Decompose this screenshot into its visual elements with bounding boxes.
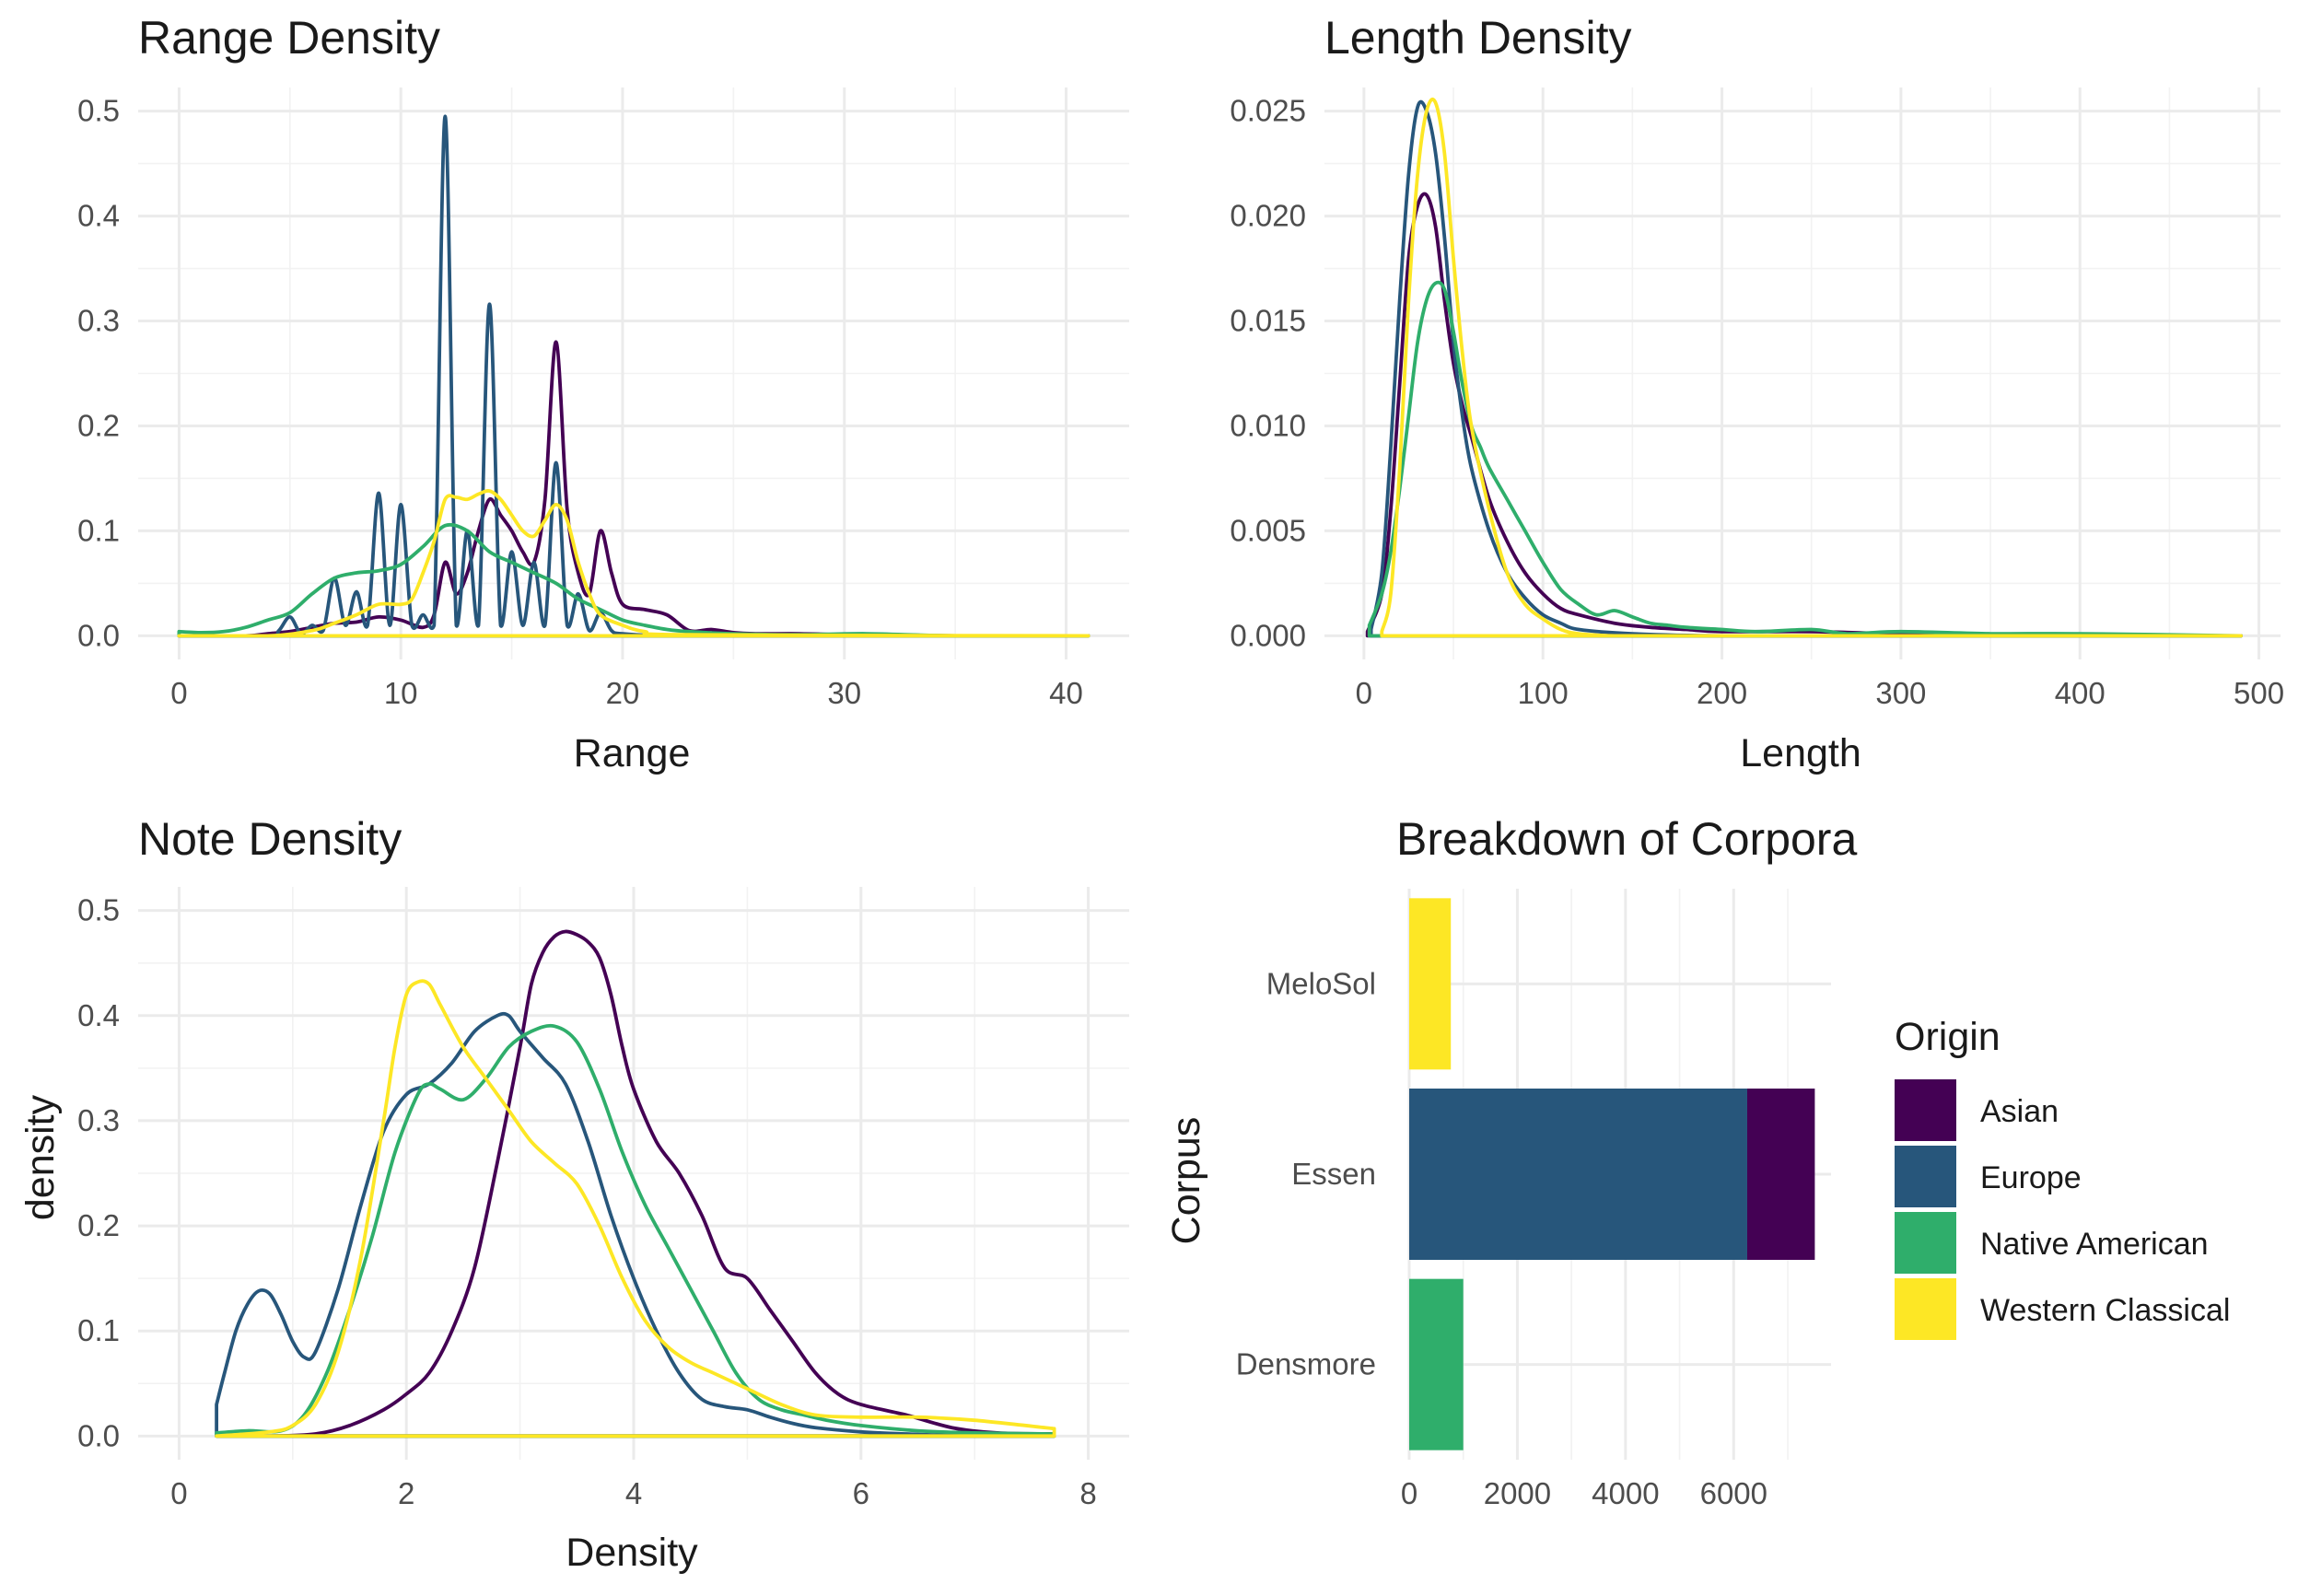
length-density-curve-native-american (1367, 280, 2243, 638)
corpora-breakdown-panel: Breakdown of Corpora 0 2000 4000 6000 MeloS… (1164, 813, 1857, 1510)
length-density-panel: Length Density 0 100 200 300 400 500 0.0000.0… (1230, 12, 2284, 775)
legend-title: Origin (1895, 1015, 2001, 1059)
legend-swatch-asian (1895, 1079, 1956, 1141)
x-tick-label: 4000 (1592, 1476, 1659, 1510)
category-label-densmore: Densmore (1236, 1347, 1376, 1381)
range-density-series (177, 114, 1091, 638)
legend-label-western-classical: Western Classical (1980, 1293, 2230, 1328)
note-density-y-ticks: 0.0 0.1 0.2 0.3 0.4 0.5 (77, 893, 120, 1453)
x-tick-label: 300 (1875, 676, 1926, 710)
range-density-x-ticks: 0 10 20 30 40 (170, 676, 1083, 710)
legend-swatch-europe (1895, 1146, 1956, 1207)
y-tick-label: 0.025 (1230, 94, 1306, 128)
range-density-curve-western-classical (177, 489, 1091, 638)
x-tick-label: 2000 (1484, 1476, 1551, 1510)
x-tick-label: 10 (384, 676, 418, 710)
y-tick-label: 0.3 (77, 304, 120, 338)
y-tick-label: 0.2 (77, 1208, 120, 1242)
x-tick-label: 20 (606, 676, 640, 710)
y-tick-label: 0.1 (77, 513, 120, 547)
x-tick-label: 0 (170, 676, 187, 710)
x-tick-label: 40 (1049, 676, 1083, 710)
x-tick-label: 8 (1079, 1476, 1096, 1510)
y-tick-label: 0.0 (77, 618, 120, 652)
x-tick-label: 0 (1401, 1476, 1417, 1510)
length-density-title: Length Density (1324, 12, 1632, 64)
y-tick-label: 0.010 (1230, 408, 1306, 442)
legend-entries: Asian Europe Native American Western Classi… (1895, 1079, 2230, 1340)
corpora-breakdown-bars (1409, 898, 1815, 1450)
length-density-series (1365, 98, 2243, 638)
x-tick-label: 200 (1697, 676, 1747, 710)
legend-label-europe: Europe (1980, 1160, 2082, 1195)
note-density-grid (138, 887, 1129, 1460)
category-label-essen: Essen (1291, 1157, 1376, 1191)
x-tick-label: 30 (827, 676, 861, 710)
origin-legend: Origin Asian Europe Native American Western… (1895, 1015, 2230, 1340)
x-tick-label: 6 (853, 1476, 869, 1510)
note-density-title: Note Density (138, 813, 402, 865)
range-density-title: Range Density (138, 12, 440, 64)
bar-essen-europe (1409, 1089, 1747, 1260)
x-tick-label: 0 (170, 1476, 187, 1510)
x-tick-label: 6000 (1700, 1476, 1767, 1510)
bar-essen-asian (1746, 1089, 1815, 1260)
legend-label-asian: Asian (1980, 1094, 2059, 1129)
note-density-curve-europe (215, 1011, 1056, 1439)
y-tick-label: 0.000 (1230, 618, 1306, 652)
corpora-breakdown-category-labels: MeloSol Essen Densmore (1236, 966, 1376, 1380)
note-density-curve-asian (215, 929, 1056, 1439)
length-density-x-label: Length (1740, 731, 1861, 775)
range-density-grid (138, 87, 1129, 659)
y-tick-label: 0.020 (1230, 199, 1306, 233)
x-tick-label: 2 (398, 1476, 414, 1510)
corpora-breakdown-x-ticks: 0 2000 4000 6000 (1401, 1476, 1767, 1510)
y-tick-label: 0.4 (77, 199, 120, 233)
y-tick-label: 0.4 (77, 998, 120, 1032)
range-density-curve-europe (177, 114, 1091, 638)
x-tick-label: 0 (1356, 676, 1372, 710)
length-density-y-ticks: 0.000 0.005 0.010 0.015 0.020 0.025 (1230, 94, 1306, 653)
legend-swatch-western-classical (1895, 1278, 1956, 1340)
x-tick-label: 100 (1518, 676, 1569, 710)
range-density-curve-native-american (177, 522, 1091, 638)
length-density-curve-western-classical (1380, 98, 2243, 638)
x-tick-label: 500 (2234, 676, 2284, 710)
y-tick-label: 0.1 (77, 1313, 120, 1347)
note-density-x-ticks: 0 2 4 6 8 (170, 1476, 1097, 1510)
y-tick-label: 0.2 (77, 408, 120, 442)
note-density-panel: Note Density 0 2 4 6 8 0.0 0.1 0.2 0.3 0.4 0.5 De… (18, 813, 1129, 1575)
note-density-series (215, 929, 1056, 1439)
length-density-x-ticks: 0 100 200 300 400 500 (1356, 676, 2284, 710)
y-tick-label: 0.005 (1230, 513, 1306, 547)
bar-melosol-western-classical (1409, 898, 1452, 1070)
note-density-curve-native-american (215, 1023, 1056, 1439)
y-tick-label: 0.5 (77, 94, 120, 128)
legend-swatch-native-american (1895, 1212, 1956, 1274)
legend-label-native-american: Native American (1980, 1227, 2209, 1262)
corpora-breakdown-title: Breakdown of Corpora (1396, 813, 1857, 865)
bar-densmore-native-american (1409, 1278, 1464, 1450)
category-label-melosol: MeloSol (1266, 966, 1376, 1000)
length-density-curve-asian (1365, 192, 2243, 638)
y-tick-label: 0.5 (77, 893, 120, 927)
note-density-x-label: Density (566, 1531, 698, 1575)
y-tick-label: 0.0 (77, 1418, 120, 1452)
range-density-x-label: Range (574, 731, 691, 775)
x-tick-label: 4 (625, 1476, 642, 1510)
note-density-y-label: density (18, 1094, 63, 1220)
note-density-curve-western-classical (215, 979, 1056, 1439)
length-density-grid (1324, 87, 2281, 659)
corpora-breakdown-y-label: Corpus (1164, 1117, 1208, 1245)
y-tick-label: 0.3 (77, 1103, 120, 1137)
y-tick-label: 0.015 (1230, 304, 1306, 338)
range-density-panel: Range Density 0 10 20 30 40 0.00.10.20.30.40… (77, 12, 1129, 775)
range-density-y-ticks: 0.0 0.1 0.2 0.3 0.4 0.5 (77, 94, 120, 653)
x-tick-label: 400 (2055, 676, 2106, 710)
